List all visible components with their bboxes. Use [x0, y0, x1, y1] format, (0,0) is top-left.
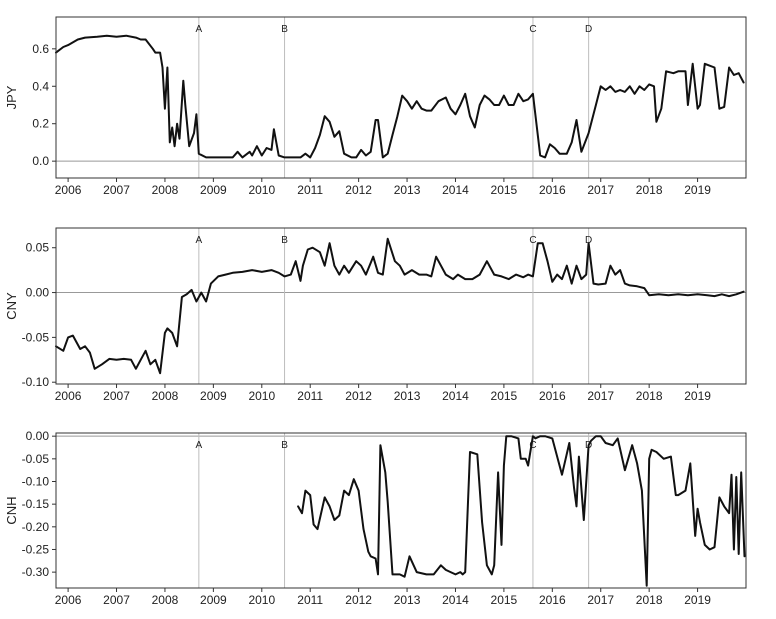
- cnh-xtick-label: 2015: [491, 593, 518, 607]
- cnh-ytick-label: -0.30: [22, 565, 50, 579]
- panel-cnh: A B C D-0.30-0.25-0.20-0.15-0.10-0.050.0020…: [4, 429, 747, 607]
- cnh-plot-frame: [55, 432, 747, 589]
- jpy-xtick-label: 2009: [200, 183, 227, 197]
- cnh-marker-label-c: C: [529, 440, 536, 451]
- cny-series-line: [55, 237, 745, 375]
- cnh-xtick-label: 2008: [152, 593, 179, 607]
- jpy-xtick-label: 2017: [587, 183, 614, 197]
- cny-xtick-label: 2008: [152, 389, 179, 403]
- cny-xtick-label: 2016: [539, 389, 566, 403]
- jpy-xtick-label: 2008: [152, 183, 179, 197]
- cny-xtick-label: 2012: [345, 389, 372, 403]
- jpy-xtick-label: 2011: [297, 183, 323, 197]
- cny-xtick-label: 2010: [248, 389, 275, 403]
- jpy-xtick-label: 2012: [345, 183, 372, 197]
- cny-marker-label-b: B: [281, 235, 288, 246]
- jpy-plot-frame: [55, 16, 747, 179]
- jpy-ylabel: JPY: [4, 85, 19, 109]
- panel-jpy: A B C D 0.0 0.2 0.4 0.6 2006 2007 2008 2009 2010 2011…: [4, 16, 747, 197]
- cny-xtick-label: 2006: [55, 389, 82, 403]
- cnh-ytick-label: -0.05: [22, 452, 50, 466]
- cny-marker-label-a: A: [196, 235, 203, 246]
- cnh-xtick-label: 2006: [55, 593, 82, 607]
- jpy-marker-label-b: B: [281, 24, 288, 35]
- cnh-xtick-label: 2016: [539, 593, 566, 607]
- cnh-xtick-label: 2017: [587, 593, 614, 607]
- cnh-xtick-label: 2018: [636, 593, 663, 607]
- cnh-marker-label-a: A: [196, 440, 203, 451]
- cny-xtick-label: 2015: [491, 389, 518, 403]
- cny-xtick-label: 2018: [636, 389, 663, 403]
- cnh-xtick-label: 2014: [442, 593, 469, 607]
- cny-plot-frame: [55, 227, 747, 385]
- cnh-xtick-label: 2019: [684, 593, 711, 607]
- panel-cny: A B C D -0.10 -0.05 0.00 0.05 2006 2007 2008 2009 20…: [4, 227, 747, 403]
- cny-xtick-label: 2013: [394, 389, 421, 403]
- cnh-ytick-label: -0.25: [22, 542, 50, 556]
- cny-marker-label-c: C: [529, 235, 536, 246]
- jpy-ytick-label: 0.4: [32, 79, 49, 93]
- cnh-xtick-label: 2010: [248, 593, 275, 607]
- jpy-marker-label-c: C: [529, 24, 536, 35]
- cny-ylabel: CNY: [4, 292, 19, 320]
- cnh-ytick-label: 0.00: [26, 429, 50, 443]
- cny-xtick-label: 2014: [442, 389, 469, 403]
- cny-ytick-label: -0.10: [22, 375, 50, 389]
- cnh-xtick-label: 2011: [297, 593, 323, 607]
- jpy-xtick-label: 2013: [394, 183, 421, 197]
- jpy-xtick-label: 2016: [539, 183, 566, 197]
- cny-xtick-label: 2019: [684, 389, 711, 403]
- jpy-xtick-label: 2010: [248, 183, 275, 197]
- cny-ytick-label: 0.00: [26, 286, 50, 300]
- jpy-xtick-label: 2014: [442, 183, 469, 197]
- cnh-xtick-label: 2009: [200, 593, 227, 607]
- jpy-ytick-label: 0.6: [32, 42, 49, 56]
- cnh-xtick-label: 2012: [345, 593, 372, 607]
- cny-ytick-label: -0.05: [22, 330, 50, 344]
- jpy-series-line: [55, 34, 745, 159]
- cny-marker-label-d: D: [585, 235, 592, 246]
- jpy-xtick-label: 2007: [103, 183, 130, 197]
- jpy-marker-label-d: D: [585, 24, 592, 35]
- jpy-marker-label-a: A: [196, 24, 203, 35]
- jpy-xtick-label: 2019: [684, 183, 711, 197]
- cnh-ytick-label: -0.10: [22, 474, 50, 488]
- cnh-ytick-label: -0.15: [22, 497, 50, 511]
- cnh-ytick-label: -0.20: [22, 520, 50, 534]
- cny-xtick-label: 2011: [297, 389, 323, 403]
- cny-xtick-label: 2009: [200, 389, 227, 403]
- jpy-xtick-label: 2018: [636, 183, 663, 197]
- cny-xtick-label: 2007: [103, 389, 130, 403]
- cnh-marker-label-b: B: [281, 440, 288, 451]
- jpy-ytick-label: 0.2: [32, 117, 49, 131]
- cny-xtick-label: 2017: [587, 389, 614, 403]
- jpy-xtick-label: 2006: [55, 183, 82, 197]
- cnh-series-line: [297, 435, 746, 587]
- cnh-xtick-label: 2013: [394, 593, 421, 607]
- jpy-ytick-label: 0.0: [32, 154, 49, 168]
- jpy-xtick-label: 2015: [491, 183, 518, 197]
- cnh-xtick-label: 2007: [103, 593, 130, 607]
- cny-ytick-label: 0.05: [26, 241, 50, 255]
- cnh-ylabel: CNH: [4, 496, 19, 524]
